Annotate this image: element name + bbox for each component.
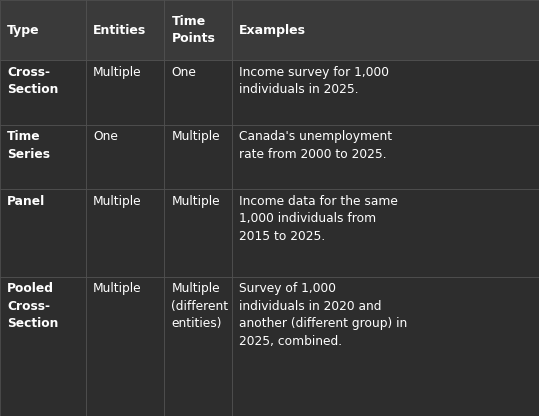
- Text: Income survey for 1,000
individuals in 2025.: Income survey for 1,000 individuals in 2…: [239, 66, 389, 96]
- Bar: [86, 60, 164, 125]
- Bar: [0, 125, 86, 189]
- Bar: [86, 277, 164, 416]
- Text: Multiple
(different
entities): Multiple (different entities): [171, 282, 229, 330]
- Bar: [164, 60, 232, 125]
- Bar: [86, 125, 164, 189]
- Bar: [164, 125, 232, 189]
- Bar: [0, 60, 86, 125]
- Text: One: One: [93, 130, 118, 143]
- Text: Survey of 1,000
individuals in 2020 and
another (different group) in
2025, combi: Survey of 1,000 individuals in 2020 and …: [239, 282, 407, 347]
- Bar: [164, 189, 232, 277]
- Text: Multiple: Multiple: [171, 195, 220, 208]
- Bar: [0, 0, 86, 60]
- Text: Cross-
Section: Cross- Section: [7, 66, 58, 96]
- Bar: [86, 189, 164, 277]
- Text: Multiple: Multiple: [171, 130, 220, 143]
- Text: Multiple: Multiple: [93, 66, 142, 79]
- Text: One: One: [171, 66, 196, 79]
- Text: Entities: Entities: [93, 24, 147, 37]
- Bar: [164, 0, 232, 60]
- Bar: [232, 277, 539, 416]
- Text: Multiple: Multiple: [93, 282, 142, 295]
- Text: Type: Type: [7, 24, 40, 37]
- Bar: [232, 189, 539, 277]
- Text: Panel: Panel: [7, 195, 45, 208]
- Text: Examples: Examples: [239, 24, 306, 37]
- Text: Time
Points: Time Points: [171, 15, 215, 45]
- Bar: [232, 125, 539, 189]
- Bar: [86, 0, 164, 60]
- Bar: [232, 0, 539, 60]
- Text: Pooled
Cross-
Section: Pooled Cross- Section: [7, 282, 58, 330]
- Bar: [164, 277, 232, 416]
- Bar: [0, 277, 86, 416]
- Text: Multiple: Multiple: [93, 195, 142, 208]
- Bar: [232, 60, 539, 125]
- Text: Time
Series: Time Series: [7, 130, 50, 161]
- Text: Income data for the same
1,000 individuals from
2015 to 2025.: Income data for the same 1,000 individua…: [239, 195, 398, 243]
- Bar: [0, 189, 86, 277]
- Text: Canada's unemployment
rate from 2000 to 2025.: Canada's unemployment rate from 2000 to …: [239, 130, 392, 161]
